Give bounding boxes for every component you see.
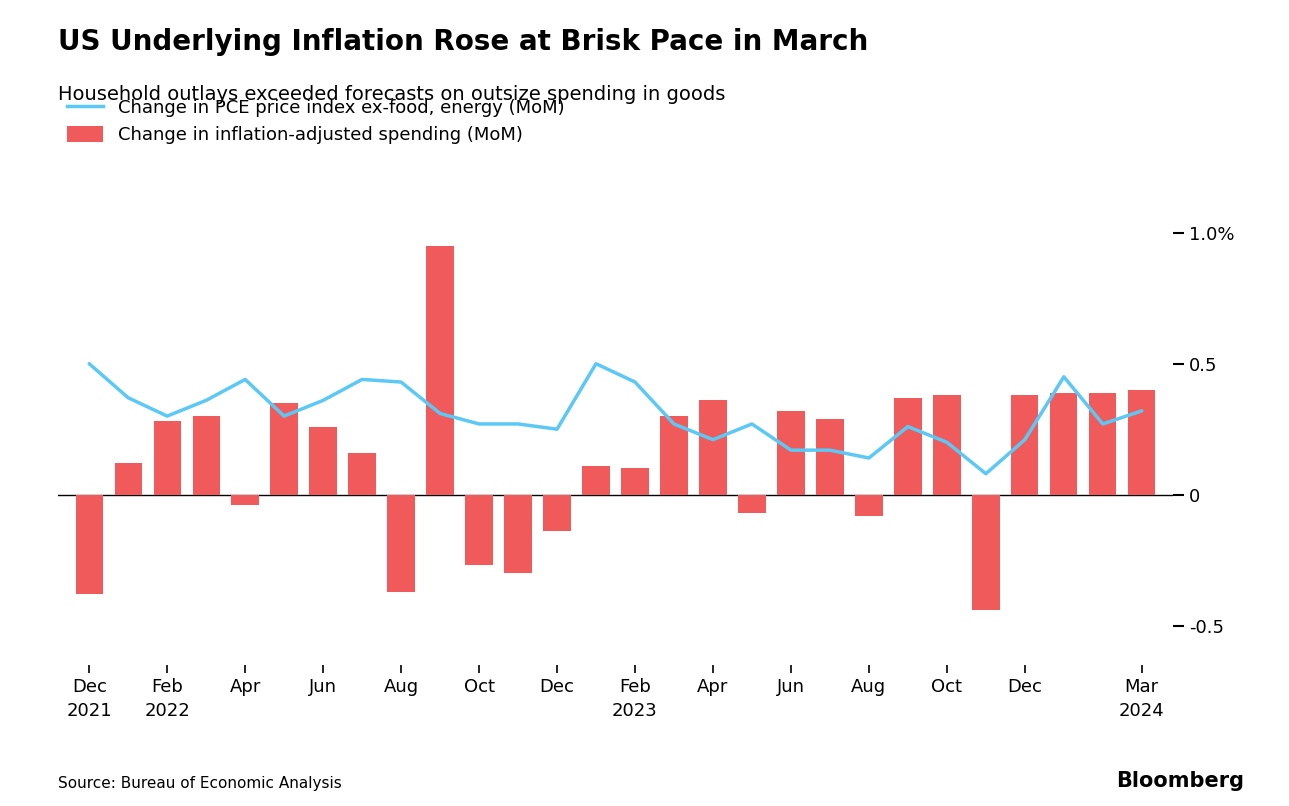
Bar: [933, 395, 960, 495]
Bar: [192, 416, 220, 495]
Bar: [232, 495, 259, 505]
Bar: [271, 403, 298, 495]
Bar: [856, 495, 883, 516]
Bar: [621, 468, 648, 495]
Text: Source: Bureau of Economic Analysis: Source: Bureau of Economic Analysis: [58, 776, 342, 791]
Bar: [1128, 390, 1155, 495]
Bar: [660, 416, 687, 495]
Bar: [388, 495, 415, 592]
Bar: [309, 426, 336, 495]
Bar: [504, 495, 531, 573]
Bar: [972, 495, 999, 610]
Text: Bloomberg: Bloomberg: [1116, 771, 1244, 791]
Bar: [895, 397, 922, 495]
Bar: [1051, 393, 1078, 495]
Bar: [1089, 393, 1116, 495]
Bar: [739, 495, 766, 513]
Bar: [153, 422, 180, 495]
Bar: [348, 453, 375, 495]
Bar: [465, 495, 492, 565]
Text: US Underlying Inflation Rose at Brisk Pace in March: US Underlying Inflation Rose at Brisk Pa…: [58, 28, 869, 56]
Bar: [816, 419, 843, 495]
Bar: [427, 246, 454, 495]
Text: Household outlays exceeded forecasts on outsize spending in goods: Household outlays exceeded forecasts on …: [58, 85, 726, 104]
Bar: [777, 411, 804, 495]
Bar: [544, 495, 571, 531]
Bar: [115, 463, 142, 495]
Bar: [700, 401, 727, 495]
Legend: Change in PCE price index ex-food, energy (MoM), Change in inflation-adjusted sp: Change in PCE price index ex-food, energ…: [67, 99, 565, 144]
Bar: [583, 466, 610, 495]
Bar: [76, 495, 103, 594]
Bar: [1011, 395, 1039, 495]
